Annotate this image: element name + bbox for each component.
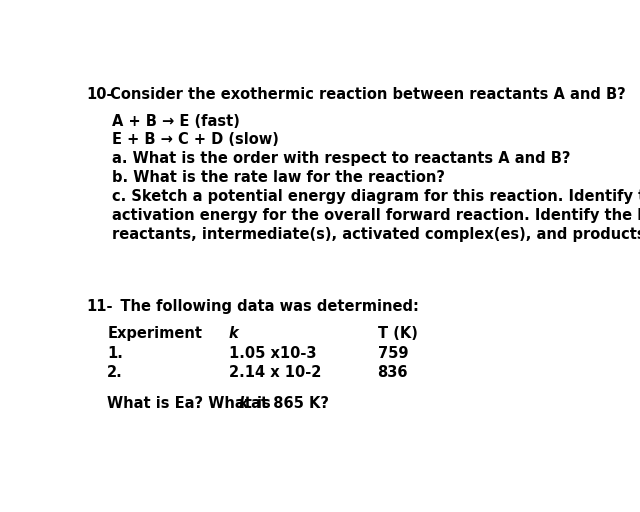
Text: a. What is the order with respect to reactants A and B?: a. What is the order with respect to rea… (112, 152, 571, 166)
Text: A + B → E (fast): A + B → E (fast) (112, 114, 240, 129)
Text: E + B → C + D (slow): E + B → C + D (slow) (112, 133, 279, 147)
Text: The following data was determined:: The following data was determined: (105, 299, 419, 314)
Text: 10-: 10- (86, 87, 113, 102)
Text: 1.05 x10-3: 1.05 x10-3 (229, 346, 316, 361)
Text: What is Ea? What is: What is Ea? What is (108, 395, 276, 411)
Text: k: k (229, 326, 239, 340)
Text: 836: 836 (378, 365, 408, 380)
Text: c. Sketch a potential energy diagram for this reaction. Identify the: c. Sketch a potential energy diagram for… (112, 189, 640, 204)
Text: Experiment: Experiment (108, 326, 202, 340)
Text: b. What is the rate law for the reaction?: b. What is the rate law for the reaction… (112, 170, 445, 185)
Text: activation energy for the overall forward reaction. Identify the location of: activation energy for the overall forwar… (112, 208, 640, 223)
Text: 759: 759 (378, 346, 408, 361)
Text: T (K): T (K) (378, 326, 417, 340)
Text: k: k (238, 395, 248, 411)
Text: 2.: 2. (108, 365, 123, 380)
Text: at 865 K?: at 865 K? (246, 395, 329, 411)
Text: reactants, intermediate(s), activated complex(es), and products.: reactants, intermediate(s), activated co… (112, 227, 640, 242)
Text: 11-: 11- (86, 299, 113, 314)
Text: 2.14 x 10-2: 2.14 x 10-2 (229, 365, 321, 380)
Text: 1.: 1. (108, 346, 123, 361)
Text: Consider the exothermic reaction between reactants A and B?: Consider the exothermic reaction between… (105, 87, 625, 102)
